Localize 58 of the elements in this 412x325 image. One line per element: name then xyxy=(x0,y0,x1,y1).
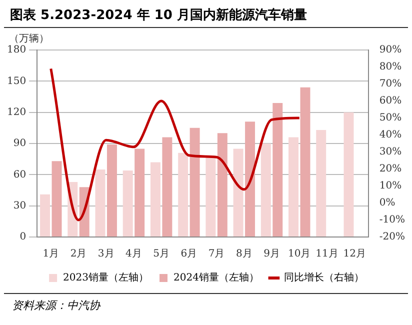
y-tick-label: 90 xyxy=(13,138,26,150)
bar xyxy=(272,102,283,236)
bar xyxy=(134,148,145,236)
bar xyxy=(300,87,310,236)
chart-title: 图表 5.2023-2024 年 10 月国内新能源汽车销量 xyxy=(4,0,408,28)
y2-tick-label: 0% xyxy=(379,198,396,209)
x-tick-label: 6月 xyxy=(180,248,198,260)
bar xyxy=(233,148,244,236)
bar xyxy=(288,137,298,236)
y2-tick-label: 40% xyxy=(379,130,402,141)
legend-label: 2024销量（左轴） xyxy=(174,272,259,284)
y2-tick-label: 20% xyxy=(379,164,402,175)
bar xyxy=(52,161,62,236)
legend-label: 2023销量（左轴） xyxy=(63,272,149,284)
x-tick-label: 1月 xyxy=(42,248,60,260)
x-tick-label: 5月 xyxy=(153,248,170,260)
x-tick-label: 2月 xyxy=(70,248,87,260)
bar xyxy=(95,169,106,236)
y2-tick-label: 70% xyxy=(379,78,402,90)
y2-tick-label: 30% xyxy=(379,146,402,158)
text: 资料来源：中汽协 xyxy=(4,293,408,317)
x-tick-label: 8月 xyxy=(236,248,252,260)
bar xyxy=(245,122,256,236)
y2-tick-label: 10% xyxy=(379,180,402,192)
y2-tick-label: 80% xyxy=(379,62,402,73)
bar xyxy=(190,128,200,236)
y2-tick-label: -10% xyxy=(379,214,406,226)
x-tick-label: 3月 xyxy=(98,248,114,260)
x-tick-label: 7月 xyxy=(208,248,225,260)
legend-label: 同比增长（右轴） xyxy=(284,272,364,284)
x-tick-label: 12月 xyxy=(343,248,366,260)
y-tick-label: 0 xyxy=(20,232,26,243)
line-series xyxy=(50,67,301,222)
bar xyxy=(162,137,172,236)
x-tick-label: 9月 xyxy=(264,248,280,260)
bar xyxy=(316,130,326,236)
bar xyxy=(150,162,160,236)
y-tick-label: 60 xyxy=(13,169,26,180)
bar xyxy=(217,133,228,236)
bar xyxy=(206,156,216,236)
bar xyxy=(106,144,117,236)
bar xyxy=(344,112,354,236)
y2-tick-label: 50% xyxy=(379,112,402,124)
y-axis-title: （万辆） xyxy=(9,32,50,45)
x-tick-label: 11月 xyxy=(316,248,338,260)
y2-tick-label: -20% xyxy=(379,232,406,243)
bar xyxy=(122,170,133,236)
y-tick-label: 180 xyxy=(6,44,26,56)
y2-tick-label: 60% xyxy=(379,96,402,107)
x-tick-label: 4月 xyxy=(126,248,142,260)
bar xyxy=(178,152,188,236)
bar xyxy=(40,194,50,236)
y-tick-label: 30 xyxy=(13,200,26,212)
y2-tick-label: 90% xyxy=(379,44,402,56)
bar xyxy=(260,144,271,236)
x-tick-label: 10月 xyxy=(288,248,311,260)
y-tick-label: 150 xyxy=(6,76,26,87)
y-tick-label: 120 xyxy=(6,106,26,118)
